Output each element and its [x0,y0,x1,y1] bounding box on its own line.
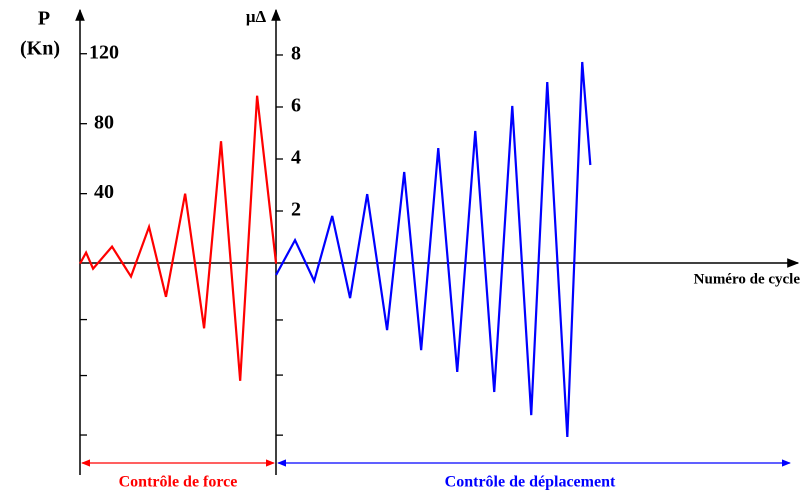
x-label: Numéro de cycle [694,271,801,287]
y2-tick-label: 4 [291,147,301,169]
y2-tick-label: 8 [291,43,301,65]
y-label: (Kn) [20,38,60,60]
y2-label: μΔ [246,7,267,26]
y-label: P [38,8,50,30]
y-tick-label: 80 [94,111,114,133]
y2-tick-label: 6 [291,95,301,117]
y-tick-label: 120 [89,41,119,63]
series-line [275,61,592,438]
legend-label: Contrôle de force [119,474,238,491]
y-tick-label: 40 [94,181,114,203]
series-line [79,95,278,381]
y2-tick-label: 2 [291,199,301,221]
legend-label: Contrôle de déplacement [445,474,616,491]
